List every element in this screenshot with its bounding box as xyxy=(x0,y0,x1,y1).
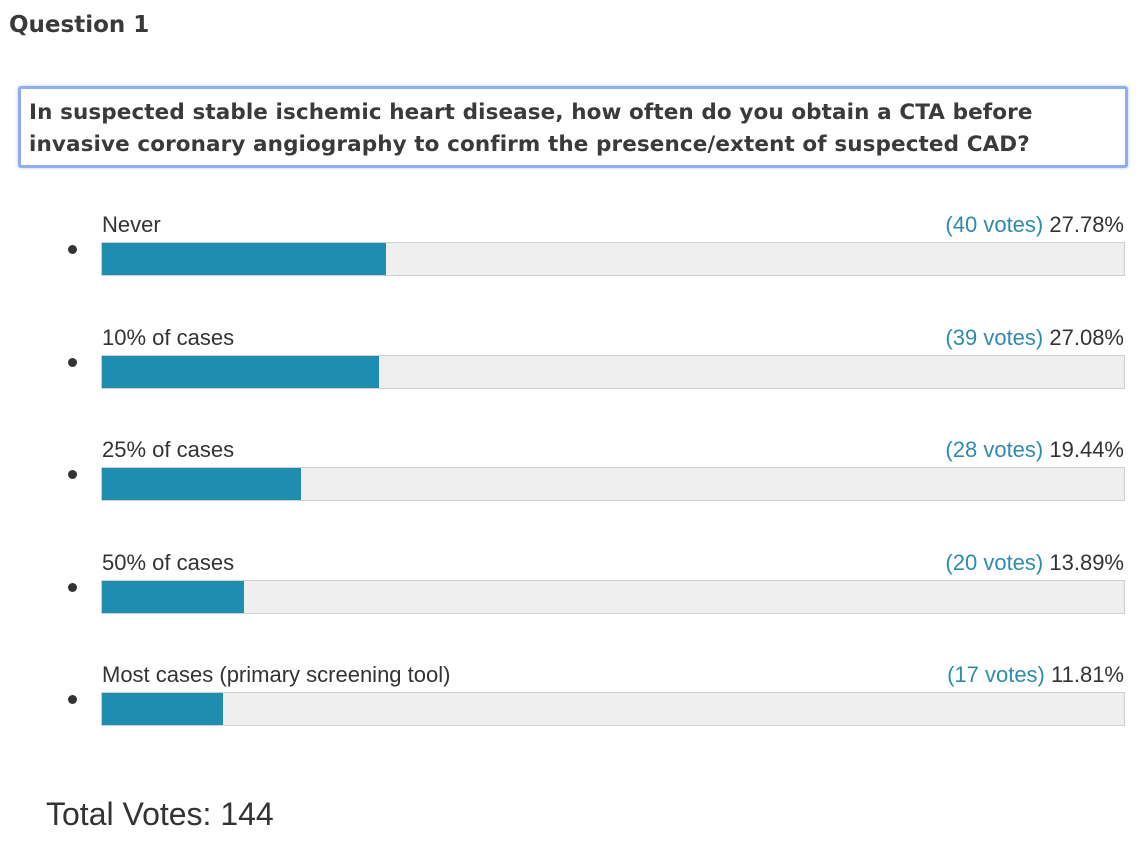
poll-option-row: Never (40 votes) 27.78% xyxy=(0,212,1146,302)
question-text-line-2: invasive coronary angiography to confirm… xyxy=(29,132,1030,157)
option-percent: 13.89% xyxy=(1049,550,1124,575)
option-percent: 27.08% xyxy=(1049,325,1124,350)
poll-option-row: 10% of cases (39 votes) 27.08% xyxy=(0,325,1146,415)
bullet-icon xyxy=(68,358,77,367)
question-number: Question 1 xyxy=(9,12,150,38)
bar-fill xyxy=(102,356,379,388)
bar-track xyxy=(101,692,1125,726)
option-votes: (40 votes) xyxy=(945,212,1044,237)
bar-fill xyxy=(102,693,223,725)
poll-option-row: Most cases (primary screening tool) (17 … xyxy=(0,662,1146,752)
bar-track xyxy=(101,242,1125,276)
option-label: 25% of cases xyxy=(102,437,235,462)
option-stats: (28 votes) 19.44% xyxy=(945,437,1124,463)
poll-option-row: 25% of cases (28 votes) 19.44% xyxy=(0,437,1146,527)
bar-track xyxy=(101,467,1125,501)
total-votes: Total Votes: 144 xyxy=(46,796,274,832)
option-label: 10% of cases xyxy=(102,325,235,350)
bullet-icon xyxy=(68,695,77,704)
bullet-icon xyxy=(68,245,77,254)
question-box: In suspected stable ischemic heart disea… xyxy=(18,86,1128,168)
option-percent: 27.78% xyxy=(1049,212,1124,237)
option-stats: (20 votes) 13.89% xyxy=(945,550,1124,576)
bullet-icon xyxy=(68,470,77,479)
bar-fill xyxy=(102,243,386,275)
option-percent: 11.81% xyxy=(1051,662,1124,687)
option-votes: (20 votes) xyxy=(945,550,1044,575)
option-percent: 19.44% xyxy=(1049,437,1124,462)
bullet-icon xyxy=(68,583,77,592)
option-votes: (39 votes) xyxy=(945,325,1044,350)
option-votes: (17 votes) xyxy=(947,662,1045,687)
option-label: 50% of cases xyxy=(102,550,235,575)
option-stats: (39 votes) 27.08% xyxy=(945,325,1124,351)
option-votes: (28 votes) xyxy=(945,437,1044,462)
option-label: Never xyxy=(102,212,161,237)
poll-option-row: 50% of cases (20 votes) 13.89% xyxy=(0,550,1146,640)
question-text-line-1: In suspected stable ischemic heart disea… xyxy=(29,100,1033,125)
bar-track xyxy=(101,580,1125,614)
bar-track xyxy=(101,355,1125,389)
option-label: Most cases (primary screening tool) xyxy=(102,662,451,687)
option-stats: (17 votes) 11.81% xyxy=(947,662,1124,688)
bar-fill xyxy=(102,468,301,500)
bar-fill xyxy=(102,581,244,613)
option-stats: (40 votes) 27.78% xyxy=(945,212,1124,238)
